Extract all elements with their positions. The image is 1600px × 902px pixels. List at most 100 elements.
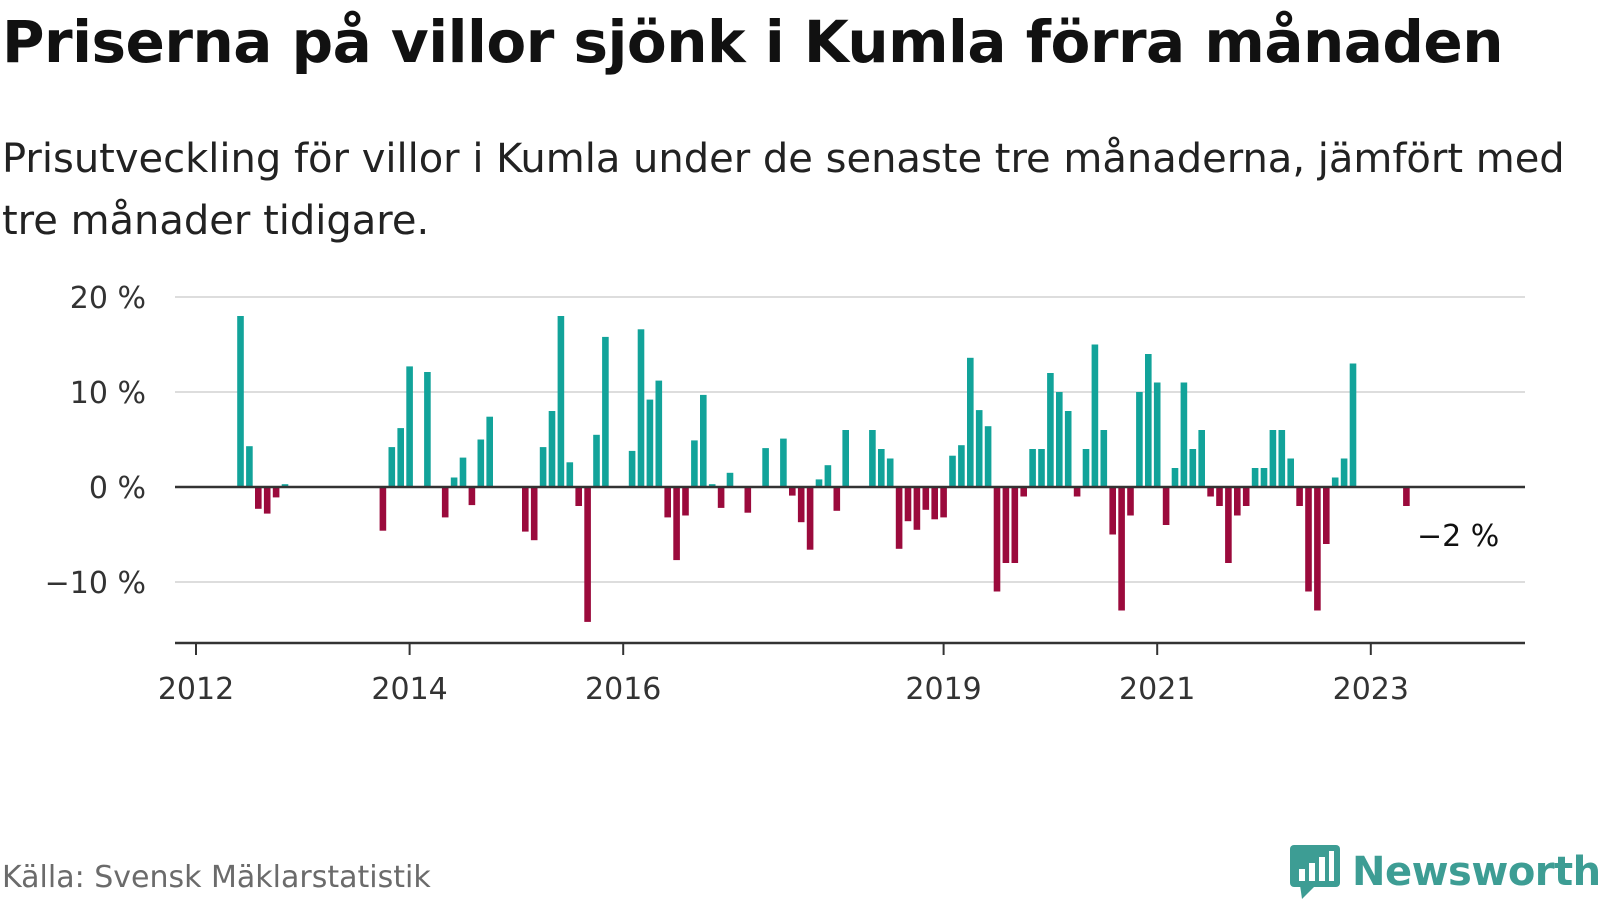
bar bbox=[904, 487, 912, 522]
y-tick-label: 10 % bbox=[70, 376, 146, 411]
bar bbox=[1296, 487, 1303, 506]
bar bbox=[424, 372, 431, 487]
bar bbox=[1305, 487, 1312, 592]
bar bbox=[1073, 487, 1081, 497]
bar bbox=[949, 455, 956, 487]
bar bbox=[468, 487, 476, 506]
bar bbox=[691, 440, 698, 487]
x-tick-label: 2021 bbox=[1119, 672, 1195, 707]
bar bbox=[833, 487, 841, 511]
bar bbox=[1189, 449, 1197, 487]
last-value-label: −2 % bbox=[1417, 519, 1499, 554]
x-tick-label: 2012 bbox=[158, 672, 234, 707]
bar bbox=[869, 430, 876, 487]
bar bbox=[1207, 487, 1214, 497]
bar bbox=[700, 394, 707, 487]
bar bbox=[593, 434, 600, 488]
bars bbox=[237, 316, 1410, 622]
bar bbox=[397, 428, 404, 487]
bar bbox=[708, 484, 716, 487]
bar bbox=[1153, 382, 1161, 487]
bar bbox=[1180, 382, 1188, 487]
bar bbox=[459, 457, 467, 487]
bar bbox=[1145, 354, 1152, 487]
bar bbox=[1260, 468, 1268, 487]
bar bbox=[958, 445, 965, 487]
bar bbox=[1162, 487, 1170, 525]
bar bbox=[984, 426, 992, 487]
bar bbox=[1011, 487, 1019, 563]
bar bbox=[806, 487, 814, 550]
bar bbox=[1278, 430, 1286, 487]
bar bbox=[1109, 487, 1116, 535]
bar bbox=[1136, 392, 1143, 487]
bar bbox=[1047, 373, 1054, 487]
axes: 20 % 10 % 0 % −10 % 2012 2014 2016 2019 2021 2023 bbox=[45, 281, 1525, 707]
bar bbox=[272, 487, 280, 498]
bar bbox=[744, 487, 752, 513]
bar bbox=[1002, 487, 1010, 563]
bar bbox=[637, 329, 645, 487]
x-tick-label: 2023 bbox=[1333, 672, 1409, 707]
bar bbox=[1064, 411, 1072, 487]
bar bbox=[281, 484, 289, 487]
y-tick-label: 0 % bbox=[89, 471, 146, 506]
bar bbox=[1251, 468, 1259, 487]
bar bbox=[1340, 458, 1348, 487]
bar bbox=[530, 487, 538, 541]
bar bbox=[940, 487, 947, 518]
newsworthy-chat-chart-icon bbox=[1290, 845, 1340, 899]
x-tick-label: 2014 bbox=[371, 672, 447, 707]
bar bbox=[1225, 487, 1232, 563]
bar bbox=[682, 487, 689, 516]
bar bbox=[406, 366, 413, 487]
y-tick-label: 20 % bbox=[70, 281, 146, 316]
bar bbox=[824, 465, 832, 487]
bar bbox=[575, 487, 582, 506]
grid-lines bbox=[175, 296, 1525, 583]
bar bbox=[931, 487, 938, 520]
bar bbox=[1029, 449, 1036, 487]
bar bbox=[717, 487, 725, 508]
bar bbox=[1314, 487, 1321, 611]
bar bbox=[450, 477, 458, 487]
bar bbox=[522, 487, 529, 532]
bar bbox=[477, 439, 485, 487]
bar bbox=[726, 472, 734, 488]
bar bbox=[255, 487, 262, 509]
bar bbox=[1056, 392, 1063, 487]
bar bbox=[1269, 430, 1277, 487]
brand-name: Newsworthy bbox=[1352, 849, 1600, 895]
bar-chart: 20 % 10 % 0 % −10 % 2012 2014 2016 2019 2021 2023… bbox=[45, 281, 1525, 707]
bar bbox=[895, 487, 903, 549]
bar bbox=[762, 448, 769, 487]
bar bbox=[797, 487, 805, 523]
bar bbox=[539, 447, 547, 487]
x-tick-label: 2016 bbox=[585, 672, 661, 707]
newsworthy-logo: Newsworthy bbox=[1290, 842, 1600, 902]
bar bbox=[1038, 449, 1045, 487]
bar bbox=[628, 450, 636, 487]
bar bbox=[237, 316, 244, 487]
bar bbox=[1216, 487, 1223, 506]
bar bbox=[263, 487, 271, 514]
x-tick-label: 2019 bbox=[905, 672, 981, 707]
bar bbox=[1234, 487, 1241, 516]
bar bbox=[1349, 363, 1357, 487]
bar bbox=[1171, 468, 1179, 487]
bar bbox=[922, 487, 930, 510]
bar bbox=[655, 380, 663, 487]
bar bbox=[1082, 449, 1090, 487]
bar bbox=[780, 438, 787, 487]
chart-title: Priserna på villor sjönk i Kumla förra m… bbox=[2, 8, 1504, 76]
bar bbox=[913, 487, 921, 530]
bar bbox=[486, 416, 493, 487]
bar bbox=[993, 487, 1001, 592]
bar bbox=[646, 399, 654, 487]
bar bbox=[789, 487, 796, 496]
bar bbox=[1242, 487, 1250, 506]
chart-subtitle: Prisutveckling för villor i Kumla under … bbox=[2, 136, 1565, 244]
bar bbox=[379, 487, 387, 531]
bar bbox=[246, 446, 253, 487]
bar bbox=[1100, 430, 1108, 487]
